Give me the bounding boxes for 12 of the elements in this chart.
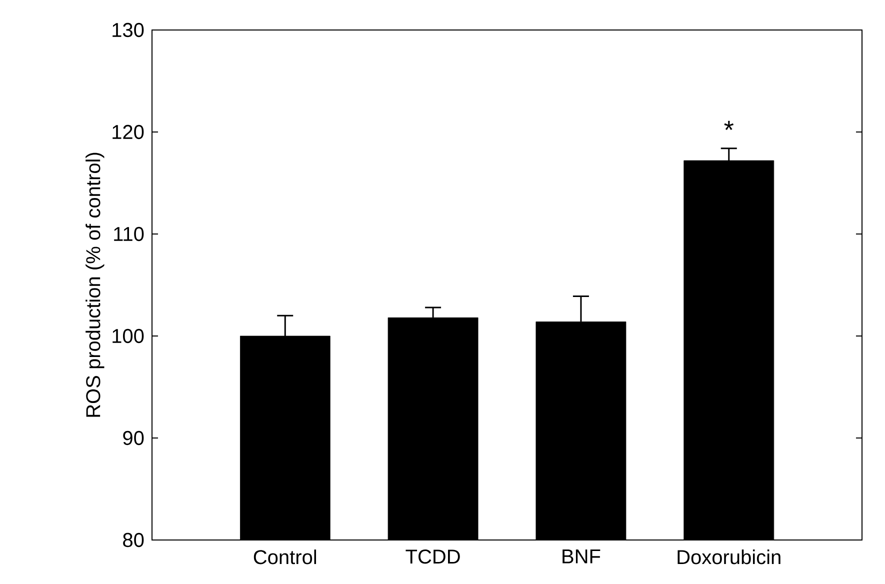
y-tick-label: 130	[112, 22, 144, 38]
x-tick-label: Doxorubicin	[678, 550, 780, 564]
y-tick-label: 110	[114, 226, 144, 242]
annotation: *	[724, 120, 734, 130]
y-tick-label: 80	[123, 532, 144, 548]
x-tick-label: TCDD	[406, 550, 460, 564]
y-tick-label: 100	[112, 328, 144, 344]
y-tick-label: 90	[123, 430, 144, 446]
x-tick-label: Control	[254, 550, 316, 564]
y-tick-label: 120	[112, 124, 144, 140]
x-tick-label: BNF	[562, 550, 600, 564]
y-axis-title: ROS production (% of control)	[86, 152, 104, 417]
